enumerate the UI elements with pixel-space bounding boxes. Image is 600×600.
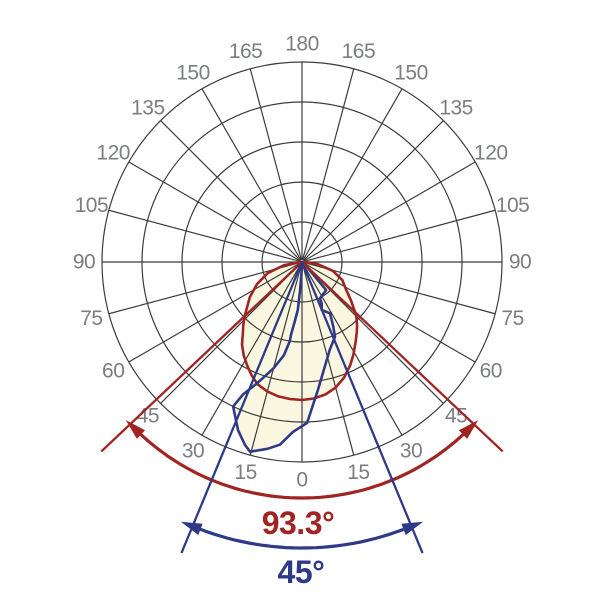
beam-arc [138,432,466,500]
grid-spoke [201,263,302,436]
grid-spoke [301,68,355,261]
angle-label-180: 180 [285,33,319,56]
angle-label-120: 120 [96,142,130,165]
grid-spoke [302,88,403,261]
beam-arrowhead [401,521,424,535]
grid-spoke [302,120,444,262]
angle-label-15: 15 [347,461,369,484]
intensity-curve-red [240,260,359,402]
beam-line [100,262,302,453]
angle-label-120: 120 [474,142,508,165]
angle-label-165: 165 [229,40,263,63]
grid-spoke [160,120,302,262]
grid-spoke [303,161,476,262]
angle-label-60: 60 [102,360,124,383]
grid-spoke [303,261,496,315]
angle-label-90: 90 [73,251,95,274]
beam-angle-red: 93.3° [100,262,504,541]
angle-label-75: 75 [501,307,523,330]
angle-label-30: 30 [400,439,422,462]
grid-spoke [249,68,303,261]
grid-spoke [303,262,476,363]
beam-angle-red-label: 93.3° [262,505,335,541]
angle-label-60: 60 [480,360,502,383]
beam-arrowhead [125,420,146,439]
grid-spoke [128,161,301,262]
beam-line [301,263,424,554]
grid-spoke [249,263,303,456]
angle-label-135: 135 [439,96,473,119]
angle-label-150: 150 [394,62,428,85]
grid-spoke [108,261,301,315]
beam-line [180,263,303,554]
grid-spoke [128,262,301,363]
beam-line [302,262,504,453]
beam-angle-blue: 45° [180,263,424,590]
grid-spoke [303,209,496,263]
angle-label-165: 165 [342,40,376,63]
grid-spoke [302,263,403,436]
angle-label-105: 105 [75,194,109,217]
angle-label-135: 135 [131,96,165,119]
angle-label-150: 150 [176,62,210,85]
angle-label-45: 45 [445,405,467,428]
grid-spoke [108,209,301,263]
angle-label-105: 105 [496,194,530,217]
angle-label-0: 0 [296,469,307,492]
beam-arrowhead [180,521,203,535]
angle-label-30: 30 [182,439,204,462]
beam-arrowhead [458,420,479,439]
beam-arc [198,527,405,550]
angle-label-90: 90 [509,251,531,274]
angle-label-75: 75 [80,307,102,330]
angle-label-45: 45 [137,405,159,428]
grid-spoke [201,88,302,261]
angle-label-15: 15 [234,461,256,484]
beam-angle-blue-label: 45° [278,554,325,590]
